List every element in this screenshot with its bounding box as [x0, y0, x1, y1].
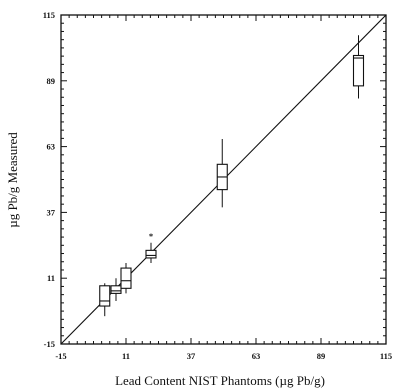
- x-tick-label: 89: [317, 351, 326, 361]
- box-plot: [99, 283, 111, 317]
- box-plot: [120, 263, 132, 294]
- box-plot: *: [145, 231, 157, 264]
- box-iqr: [99, 285, 111, 307]
- ticks-layer: [60, 14, 387, 345]
- x-tick-label: 37: [187, 351, 196, 361]
- box-iqr: [145, 249, 157, 259]
- box-iqr: [120, 267, 132, 289]
- y-tick-label: -15: [44, 339, 55, 349]
- x-tick-label: 63: [252, 351, 261, 361]
- box-iqr: [352, 54, 365, 87]
- box-iqr: [110, 285, 122, 294]
- y-tick-label: 89: [47, 76, 56, 86]
- y-tick-label: 11: [47, 273, 55, 283]
- x-tick-label: 115: [380, 351, 392, 361]
- y-tick-label: 115: [43, 10, 55, 20]
- x-tick-label: 11: [122, 351, 130, 361]
- box-plot: [216, 139, 228, 208]
- y-axis-title: µg Pb/g Measured: [5, 132, 20, 228]
- y-tick-label: 63: [47, 142, 56, 152]
- box-plot: [352, 35, 365, 99]
- tick-labels-layer: -15 11 37 63 89 115 -15 11 37 63 89 115: [43, 10, 392, 361]
- x-tick-label: -15: [55, 351, 66, 361]
- outlier-marker: *: [149, 231, 153, 241]
- x-axis-title: Lead Content NIST Phantoms (µg Pb/g): [115, 373, 325, 388]
- boxes-layer: *: [99, 35, 365, 317]
- box-plot: [110, 278, 122, 301]
- y-tick-label: 37: [47, 207, 56, 217]
